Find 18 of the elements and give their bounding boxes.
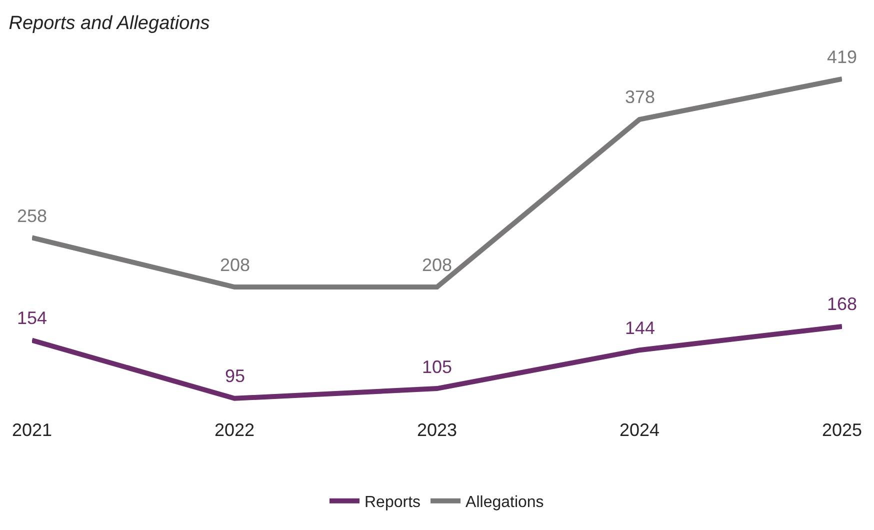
x-tick-label: 2023 (416, 420, 458, 440)
data-label: 154 (17, 308, 48, 328)
data-label: 208 (422, 255, 452, 275)
data-label: 105 (422, 357, 452, 377)
data-label: 95 (225, 366, 246, 386)
chart-title: Reports and Allegations (8, 13, 210, 34)
x-tick-label: 2021 (12, 420, 52, 440)
legend-label: Reports (364, 494, 421, 512)
data-label: 144 (625, 318, 656, 338)
x-tick-label: 2025 (822, 420, 862, 440)
data-label: 258 (17, 206, 48, 226)
data-label: 378 (625, 87, 656, 107)
x-tick-label: 2024 (619, 420, 660, 440)
legend-label: Allegations (466, 494, 544, 512)
data-label: 419 (827, 47, 858, 67)
data-label: 208 (220, 255, 250, 275)
data-label: 168 (827, 294, 858, 314)
x-tick-label: 2022 (214, 420, 255, 440)
